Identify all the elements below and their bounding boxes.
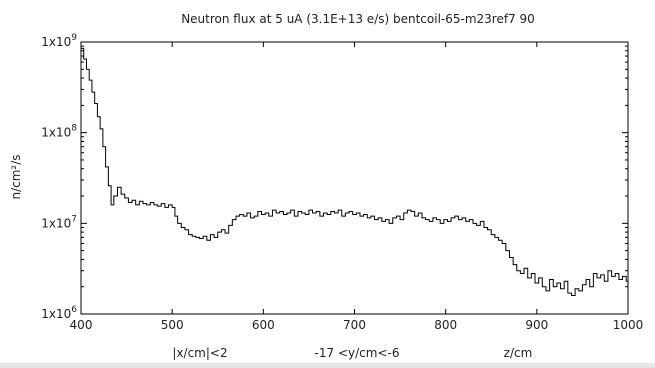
x-tick-label: 800 [434, 318, 457, 332]
y-tick-label: 1x109 [41, 33, 77, 49]
x-tick-label: 900 [525, 318, 548, 332]
x-axis-ticks: 400 500 600 700 800 900 1000 [70, 42, 644, 332]
x-tick-label: 400 [70, 318, 93, 332]
y-tick-label: 1x106 [41, 305, 77, 321]
bottom-rule [0, 363, 655, 368]
x-tick-label: 700 [343, 318, 366, 332]
chart-title: Neutron flux at 5 uA (3.1E+13 e/s) bentc… [181, 12, 535, 26]
x-tick-label: 600 [252, 318, 275, 332]
y-axis-label: n/cm²/s [9, 154, 23, 199]
x-axis-label: z/cm [504, 346, 533, 360]
series-line [81, 47, 628, 296]
x-tick-label: 1000 [613, 318, 644, 332]
annotation-y-range: -17 <y/cm<-6 [315, 346, 400, 360]
y-tick-label: 1x107 [41, 214, 77, 230]
annotation-x-range: |x/cm|<2 [172, 346, 227, 360]
y-tick-label: 1x108 [41, 124, 77, 140]
plot-frame [80, 41, 629, 315]
x-tick-label: 500 [161, 318, 184, 332]
